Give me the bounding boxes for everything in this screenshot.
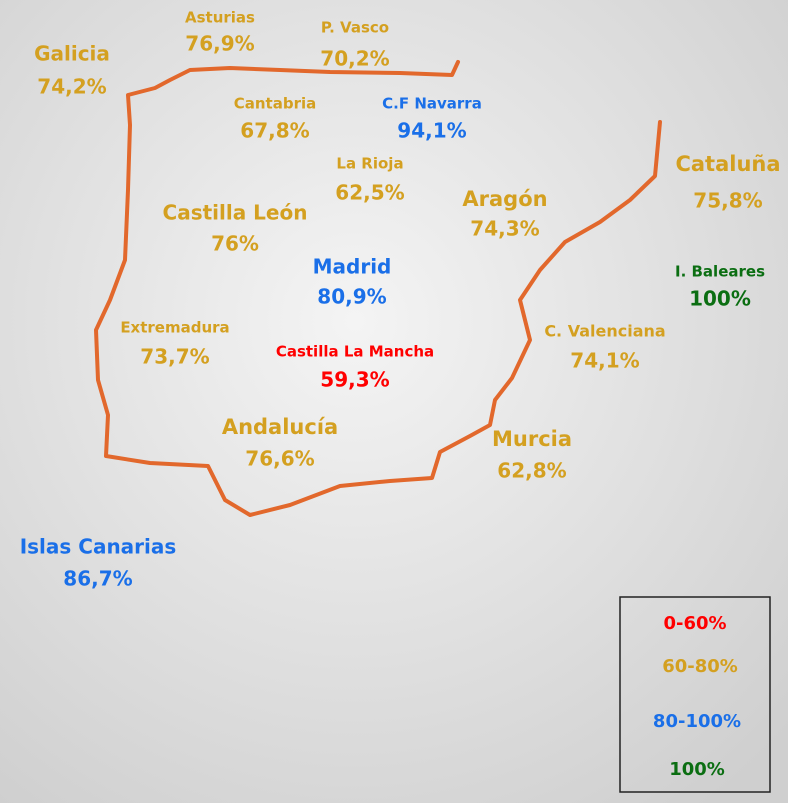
legend-label: 100% xyxy=(669,759,725,780)
region-value: 70,2% xyxy=(320,47,389,71)
region-name: Aragón xyxy=(462,187,547,211)
region-value: 73,7% xyxy=(140,345,209,369)
legend-label: 60-80% xyxy=(662,656,738,677)
region-name: Islas Canarias xyxy=(20,535,177,559)
region-value: 74,1% xyxy=(570,349,639,373)
region-value: 74,3% xyxy=(470,217,539,241)
region-name: Galicia xyxy=(34,42,110,66)
region-value: 86,7% xyxy=(63,567,132,591)
region-value: 100% xyxy=(689,287,751,311)
spain-outline xyxy=(94,60,662,517)
region-name: Cataluña xyxy=(675,152,780,176)
region-name: Cantabria xyxy=(234,95,317,113)
region-value: 62,5% xyxy=(335,181,404,205)
region-name: Castilla La Mancha xyxy=(276,343,434,361)
region-value: 67,8% xyxy=(240,119,309,143)
region-name: I. Baleares xyxy=(675,263,765,281)
region-name: Castilla León xyxy=(163,201,308,225)
region-name: Extremadura xyxy=(120,319,229,337)
region-value: 76,6% xyxy=(245,447,314,471)
region-name: C. Valenciana xyxy=(544,322,665,341)
region-name: P. Vasco xyxy=(321,19,389,37)
region-value: 76% xyxy=(211,232,259,256)
region-name: Asturias xyxy=(185,9,255,27)
region-value: 62,8% xyxy=(497,459,566,483)
region-value: 59,3% xyxy=(320,368,389,392)
region-value: 75,8% xyxy=(693,189,762,213)
legend-label: 80-100% xyxy=(653,711,741,732)
region-value: 74,2% xyxy=(37,75,106,99)
region-value: 76,9% xyxy=(185,32,254,56)
region-name: Andalucía xyxy=(222,415,338,439)
region-name: Madrid xyxy=(313,255,392,279)
region-name: La Rioja xyxy=(336,155,403,173)
legend-box xyxy=(619,596,771,793)
legend-label: 0-60% xyxy=(663,613,726,634)
region-value: 94,1% xyxy=(397,119,466,143)
region-name: Murcia xyxy=(492,427,572,451)
region-value: 80,9% xyxy=(317,285,386,309)
region-name: C.F Navarra xyxy=(382,95,482,113)
